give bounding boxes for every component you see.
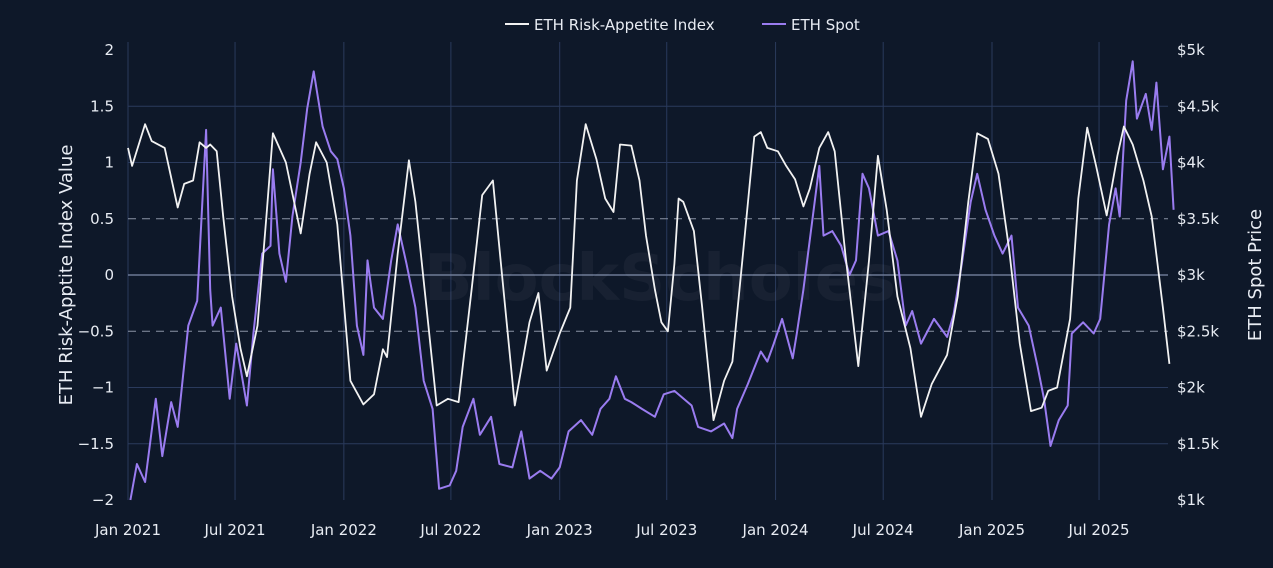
y-axis-left: 2 1.5 1 0.5 0 −0.5 −1 −1.5 −2 [78, 41, 114, 509]
y-right-tick-label: $4k [1177, 154, 1205, 172]
series-line-risk-index [127, 123, 1171, 421]
x-tick-label: Jul 2021 [204, 521, 266, 539]
x-tick-label: Jan 2025 [958, 521, 1025, 539]
y-right-tick-label: $5k [1177, 41, 1205, 59]
series-line-eth-spot [129, 60, 1175, 501]
legend-label-eth-spot: ETH Spot [791, 16, 860, 34]
legend-item-eth-spot[interactable]: ETH Spot [762, 16, 860, 34]
y-axis-right: $5k $4.5k $4k $3.5k $3k $2.5k $2k $1.5k $1k [1177, 41, 1219, 509]
x-axis: Jan 2021 Jul 2021 Jan 2022 Jul 2022 Jan 2023… [94, 521, 1130, 539]
x-tick-label: Jul 2022 [419, 521, 481, 539]
legend-label-risk-index: ETH Risk-Appetite Index [534, 16, 715, 34]
legend: ETH Risk-Appetite Index ETH Spot [505, 16, 860, 34]
y-left-tick-label: −2 [92, 491, 114, 509]
x-tick-label: Jul 2025 [1068, 521, 1130, 539]
watermark: BlockScholes [424, 242, 896, 316]
series-layer [127, 60, 1175, 501]
y-right-tick-label: $1k [1177, 491, 1205, 509]
y-right-tick-label: $4.5k [1177, 97, 1219, 115]
y-axis-right-title: ETH Spot Price [1245, 209, 1266, 341]
y-right-tick-label: $2k [1177, 379, 1205, 397]
x-tick-label: Jan 2023 [526, 521, 593, 539]
y-axis-left-title: ETH Risk-Apptite Index Value [56, 145, 77, 406]
y-left-tick-label: −1.5 [78, 435, 114, 453]
y-left-tick-label: −1 [92, 379, 114, 397]
x-tick-label: Jul 2023 [635, 521, 697, 539]
x-tick-label: Jan 2022 [310, 521, 377, 539]
y-right-tick-label: $3.5k [1177, 210, 1219, 228]
y-left-tick-label: 0 [104, 266, 114, 284]
y-left-tick-label: −0.5 [78, 322, 114, 340]
x-tick-label: Jul 2024 [852, 521, 914, 539]
y-left-tick-label: 0.5 [90, 210, 114, 228]
y-left-tick-label: 2 [104, 41, 114, 59]
y-right-tick-label: $1.5k [1177, 435, 1219, 453]
y-right-tick-label: $3k [1177, 266, 1205, 284]
x-tick-label: Jan 2021 [94, 521, 161, 539]
y-right-tick-label: $2.5k [1177, 322, 1219, 340]
y-left-tick-label: 1 [104, 154, 114, 172]
y-left-tick-label: 1.5 [90, 97, 114, 115]
legend-item-risk-index[interactable]: ETH Risk-Appetite Index [505, 16, 715, 34]
x-tick-label: Jan 2024 [742, 521, 809, 539]
